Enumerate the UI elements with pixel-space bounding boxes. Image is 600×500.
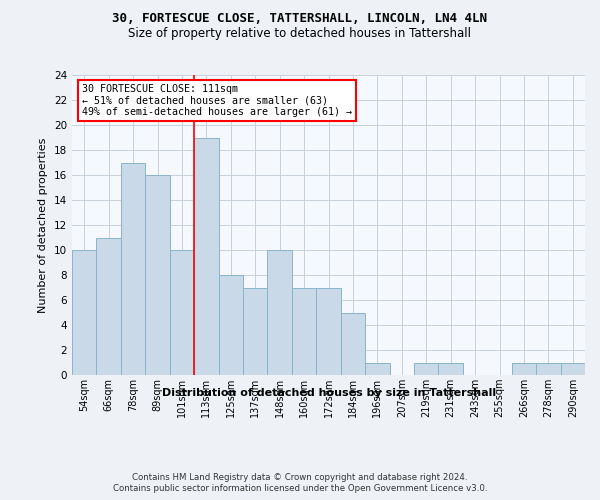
Text: 30 FORTESCUE CLOSE: 111sqm
← 51% of detached houses are smaller (63)
49% of semi: 30 FORTESCUE CLOSE: 111sqm ← 51% of deta… [82, 84, 352, 117]
Text: Contains public sector information licensed under the Open Government Licence v3: Contains public sector information licen… [113, 484, 487, 493]
Text: Size of property relative to detached houses in Tattershall: Size of property relative to detached ho… [128, 28, 472, 40]
Bar [72, 250, 97, 375]
Bar [414, 362, 439, 375]
Y-axis label: Number of detached properties: Number of detached properties [38, 138, 49, 312]
Bar [292, 288, 316, 375]
Bar [97, 238, 121, 375]
Text: Distribution of detached houses by size in Tattershall: Distribution of detached houses by size … [162, 388, 496, 398]
Bar [170, 250, 194, 375]
Text: Contains HM Land Registry data © Crown copyright and database right 2024.: Contains HM Land Registry data © Crown c… [132, 472, 468, 482]
Bar [268, 250, 292, 375]
Bar [560, 362, 585, 375]
Bar [536, 362, 560, 375]
Bar [316, 288, 341, 375]
Bar [243, 288, 268, 375]
Bar [439, 362, 463, 375]
Bar [218, 275, 243, 375]
Bar [365, 362, 389, 375]
Text: 30, FORTESCUE CLOSE, TATTERSHALL, LINCOLN, LN4 4LN: 30, FORTESCUE CLOSE, TATTERSHALL, LINCOL… [113, 12, 487, 26]
Bar [512, 362, 536, 375]
Bar [341, 312, 365, 375]
Bar [121, 162, 145, 375]
Bar [145, 175, 170, 375]
Bar [194, 138, 218, 375]
